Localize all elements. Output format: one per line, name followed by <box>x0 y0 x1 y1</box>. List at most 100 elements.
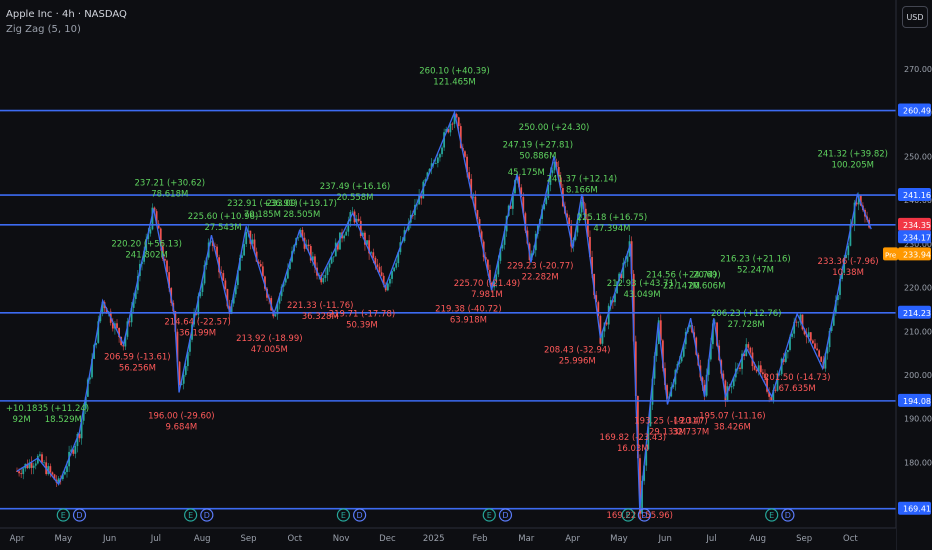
annotation-volume: 47.005M <box>251 345 288 355</box>
x-tick-label: Sep <box>240 534 256 544</box>
candle-body <box>611 300 614 303</box>
candle-body <box>82 408 85 421</box>
candle-body <box>241 255 243 258</box>
x-tick-label: Jul <box>150 534 161 544</box>
time-axis[interactable]: Apr May Jun Jul Aug Sep Oct Nov Dec 2025 Feb Mar Apr… <box>0 527 896 550</box>
annotation-price: 169.22 (-55.96) <box>606 511 672 521</box>
annotation-price: 232.91 (+36.91) <box>227 199 298 209</box>
candle-body <box>428 168 431 173</box>
x-tick-label: Aug <box>194 534 211 544</box>
candle-body <box>149 229 152 234</box>
candle-body <box>489 269 491 283</box>
annotation-price: 206.59 (-13.61) <box>104 353 170 363</box>
candle-body <box>289 261 291 269</box>
candle-body <box>855 202 858 205</box>
annotation-volume: 8.166M <box>566 185 598 195</box>
candle-body <box>778 374 781 375</box>
indicator-label[interactable]: Zig Zag (5, 10) <box>6 24 81 35</box>
candle-body <box>30 462 33 468</box>
candle-body <box>784 352 787 362</box>
candle-body <box>636 395 639 459</box>
annotation-price: 247.19 (+27.81) <box>503 141 574 151</box>
currency-button[interactable]: USD <box>902 6 928 28</box>
candle-body <box>197 296 200 315</box>
candle-body <box>595 295 598 303</box>
annotation-price: 250.00 (+24.30) <box>519 123 590 133</box>
candle-body <box>220 272 223 274</box>
candle-body <box>828 330 831 348</box>
candle-body <box>282 282 285 287</box>
candle-body <box>716 322 718 346</box>
price-axis[interactable]: 180.00190.00200.00210.00220.00230.00240.… <box>883 0 932 550</box>
annotation-volume: 22.282M <box>522 272 559 282</box>
candle-body <box>497 260 500 275</box>
candle-body <box>597 302 600 316</box>
candle-body <box>53 474 56 480</box>
candle-body <box>568 217 571 227</box>
candle-body <box>164 259 166 261</box>
candle-body <box>764 374 766 378</box>
level-badge-label: 214.23 <box>903 309 931 318</box>
candle-body <box>749 347 752 353</box>
candle-body <box>436 157 439 164</box>
zigzag-line <box>16 110 872 510</box>
annotation-volume: 47.394M <box>593 224 630 234</box>
candle-body <box>397 252 400 264</box>
annotation-volume: 52.247M <box>737 265 774 275</box>
candle-body <box>655 344 658 356</box>
candle-body <box>414 204 416 216</box>
candle-body <box>22 468 25 475</box>
candle-body <box>259 263 262 267</box>
candle-body <box>830 325 833 331</box>
candle-body <box>374 257 377 265</box>
candle-body <box>609 300 612 306</box>
candle-body <box>555 161 558 167</box>
candle-body <box>745 344 748 356</box>
candle-body <box>89 377 91 380</box>
candle-body <box>366 240 368 245</box>
candle-body <box>757 365 760 372</box>
annotation-price: 214.56 (+24.74) <box>646 271 717 281</box>
candle-body <box>245 231 248 245</box>
symbol-title[interactable]: Apple Inc · 4h · NASDAQ <box>6 9 127 20</box>
x-tick-label: Jun <box>658 534 672 544</box>
earnings-icon: E <box>626 511 631 520</box>
candle-body <box>445 128 448 133</box>
candle-body <box>732 377 735 387</box>
candle-body <box>264 276 266 289</box>
candle-body <box>645 449 648 466</box>
candle-body <box>91 358 93 378</box>
candle-body <box>16 471 18 472</box>
candle-body <box>99 313 102 322</box>
candle-body <box>816 348 818 351</box>
price-badge-label: 233.94 <box>903 250 931 259</box>
candle-body <box>80 420 83 439</box>
candle-body <box>345 231 348 236</box>
annotation-volume: 92M <box>13 415 31 425</box>
annotation-price: 229.23 (-20.77) <box>507 261 573 271</box>
candle-body <box>522 197 525 214</box>
annotation-price: 221.33 (-11.76) <box>287 301 353 311</box>
candle-body <box>607 305 610 325</box>
level-badge <box>898 501 931 515</box>
candle-body <box>857 195 860 205</box>
candle-body <box>234 285 237 295</box>
candle-body <box>780 358 783 375</box>
candle-body <box>859 195 862 206</box>
candle-body <box>430 163 433 169</box>
candle-body <box>84 396 87 409</box>
annotation-price: 225.18 (+16.75) <box>577 213 648 223</box>
dividend-icon: D <box>785 511 791 520</box>
candle-body <box>243 244 246 256</box>
candle-body <box>847 245 850 256</box>
candle-body <box>772 389 775 401</box>
y-tick-label: 220.00 <box>904 284 932 293</box>
x-tick-label: Apr <box>565 534 580 544</box>
candle-body <box>820 356 823 362</box>
candle-body <box>797 321 800 323</box>
candle-body <box>514 180 516 194</box>
candle-body <box>382 275 385 285</box>
candle-body <box>255 251 258 262</box>
annotation-price: 260.10 (+40.39) <box>419 66 490 76</box>
